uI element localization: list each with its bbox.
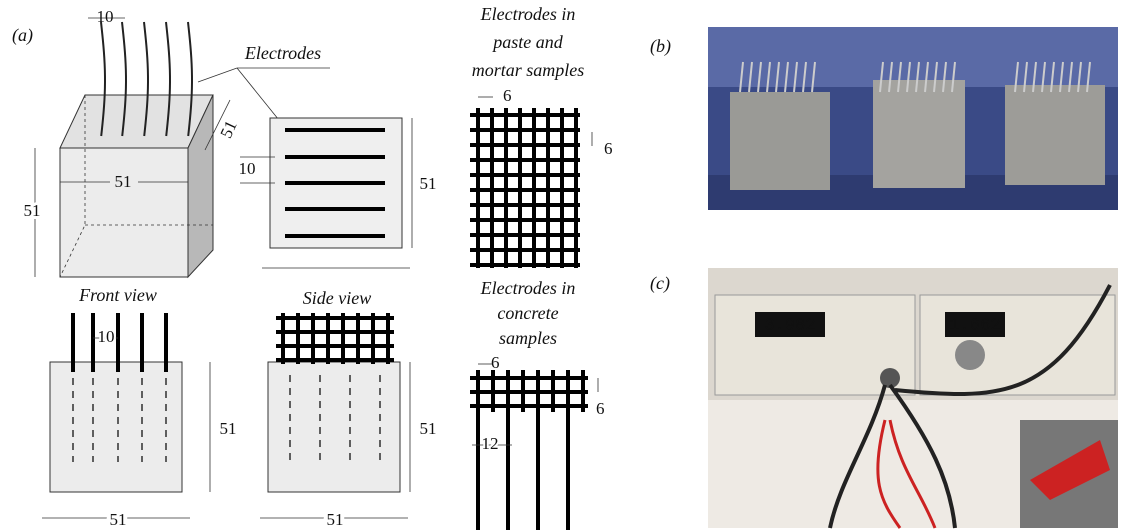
caption: samples — [499, 328, 557, 348]
dimension: 6 — [604, 139, 613, 158]
caption: concrete — [497, 303, 558, 323]
dimension: 6 — [596, 399, 605, 418]
dimension: 10 — [239, 159, 256, 178]
dimension: 51 — [420, 174, 437, 193]
photo-specimens — [708, 27, 1118, 210]
view-title: Side view — [303, 288, 371, 308]
dimension: 6 — [503, 86, 512, 105]
view-title: Front view — [78, 285, 157, 305]
dimension: 51 — [216, 118, 240, 141]
dimension: 51 — [420, 419, 437, 438]
panel-label: (c) — [650, 273, 670, 294]
callout: Electrodes — [244, 43, 321, 63]
caption: paste and — [491, 32, 563, 52]
panel-label: (a) — [12, 25, 33, 46]
dimension: 10 — [98, 327, 115, 346]
caption: mortar samples — [472, 60, 585, 80]
dimension: 51 — [220, 419, 237, 438]
display: 1.662 — [949, 316, 1000, 335]
caption: Electrodes in — [480, 278, 576, 298]
dimension: 12 — [482, 434, 499, 453]
cube — [60, 22, 213, 277]
dimension: 10 — [97, 7, 114, 26]
dimension: 51 — [24, 201, 41, 220]
dimension: 51 — [327, 510, 344, 529]
panel-label: (b) — [650, 36, 671, 57]
caption: Electrodes in — [480, 4, 576, 24]
photo-instrument: 3.982 1.662 — [708, 268, 1118, 528]
dimension: 51 — [115, 172, 132, 191]
display: 3.982 — [764, 316, 815, 335]
dimension: 6 — [491, 353, 500, 372]
figure: (a) 10 51 51 51 51 Electrodes 10 51 Elec… — [0, 0, 1131, 530]
dimension: 51 — [110, 510, 127, 529]
